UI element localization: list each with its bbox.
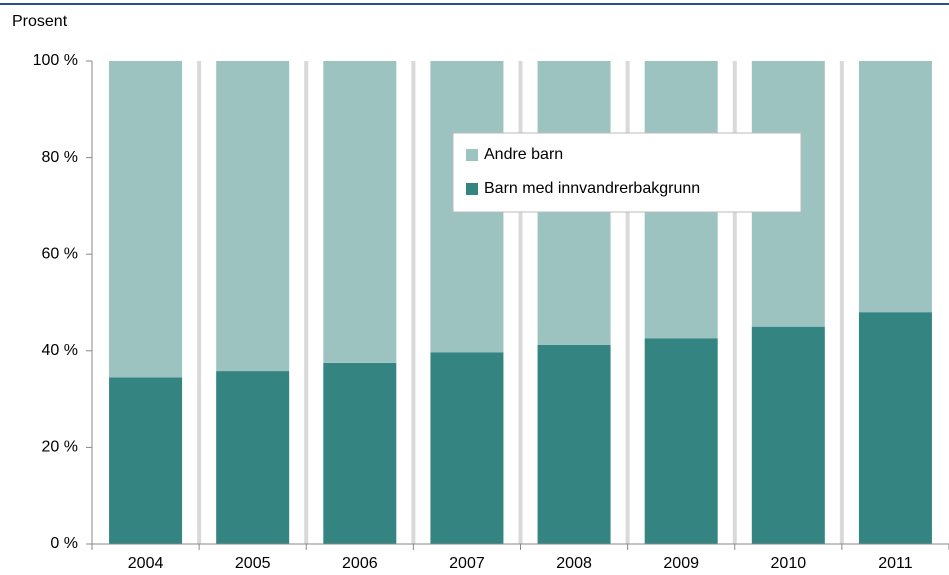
x-tick-label: 2006 — [342, 555, 378, 572]
legend-box — [452, 132, 802, 213]
x-tick-label: 2008 — [556, 555, 592, 572]
x-tick-label: 2010 — [771, 555, 807, 572]
legend-label: Barn med innvandrerbakgrunn — [484, 180, 700, 197]
bar-segment — [537, 345, 611, 544]
bar-segment — [644, 338, 718, 544]
y-tick-label: 20 % — [42, 439, 78, 456]
x-tick-label: 2007 — [449, 555, 485, 572]
legend-swatch — [466, 149, 478, 161]
bar-segment — [109, 61, 183, 378]
bar-segment — [323, 362, 397, 544]
bar-segment — [858, 61, 932, 313]
y-tick-label: 40 % — [42, 342, 78, 359]
y-tick-label: 80 % — [42, 149, 78, 166]
x-tick-label: 2011 — [878, 555, 913, 572]
bar-segment — [109, 377, 183, 544]
bar-segment — [430, 352, 504, 544]
x-tick-label: 2005 — [235, 555, 271, 572]
bar-segment — [751, 326, 825, 544]
bar-segment — [858, 312, 932, 544]
x-tick-label: 2004 — [128, 555, 164, 572]
legend: Andre barn Barn med innvandrerbakgrunn — [452, 132, 802, 213]
x-tick-label: 2009 — [663, 555, 699, 572]
y-axis-label: Prosent — [12, 13, 68, 30]
y-tick-label: 0 % — [50, 535, 78, 552]
y-tick-label: 60 % — [42, 245, 78, 262]
legend-swatch — [466, 183, 478, 195]
bar-segment — [216, 61, 290, 372]
bar-segment — [216, 371, 290, 544]
bar-segment — [323, 61, 397, 363]
y-tick-label: 100 % — [33, 52, 78, 69]
legend-label: Andre barn — [484, 146, 563, 163]
